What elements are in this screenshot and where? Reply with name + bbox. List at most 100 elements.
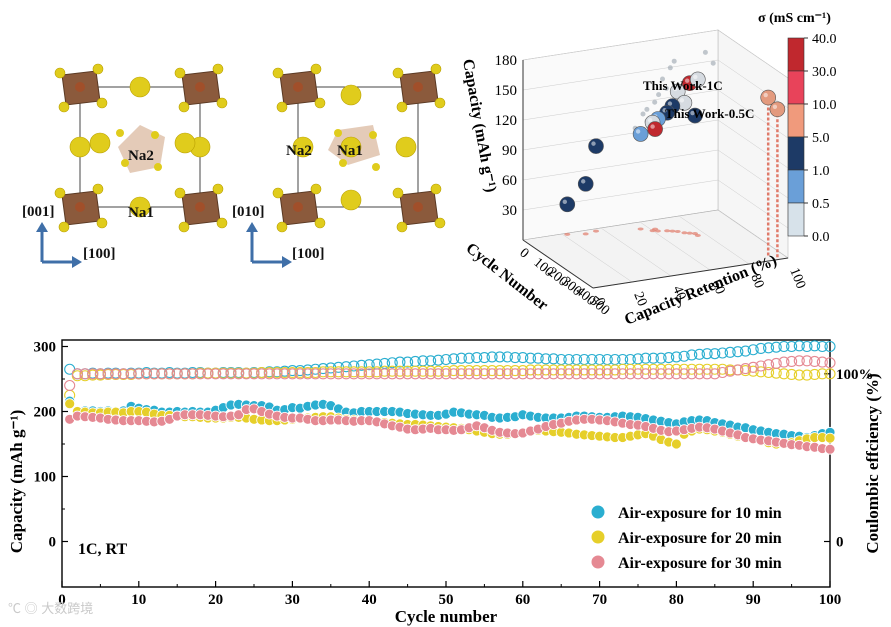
ce-point	[732, 364, 744, 376]
ce-point	[747, 344, 759, 356]
x-tick-label: 10	[131, 592, 146, 608]
metal-atom	[195, 82, 205, 92]
colorbar-title: σ (mS cm⁻¹)	[758, 11, 831, 26]
ce-point	[701, 368, 713, 380]
x-tick-label: 0	[516, 246, 531, 262]
ce-point	[555, 368, 567, 380]
ce-point	[786, 340, 798, 353]
y-axis-title: Capacity (mAh g⁻¹)	[7, 410, 26, 553]
z-tick-label: 60	[502, 173, 517, 189]
ce-point	[233, 368, 245, 380]
floor-projection	[674, 229, 681, 233]
ce-point	[471, 368, 483, 380]
point-highlight	[591, 141, 596, 146]
colorbar-segment	[787, 70, 805, 105]
oxygen-atom	[310, 63, 322, 75]
legend-marker	[590, 529, 606, 545]
ce-point	[517, 368, 529, 380]
ce-point	[363, 359, 375, 371]
point-highlight	[647, 117, 653, 123]
oxygen-atom	[151, 131, 159, 139]
ce-point	[670, 368, 682, 380]
x-tick-label: 0	[58, 592, 66, 608]
ce-point	[179, 368, 191, 380]
colorbar-tick-label: 0.0	[812, 230, 830, 245]
ce-point	[409, 368, 421, 380]
sodium-atom	[174, 132, 196, 154]
point-highlight	[581, 179, 586, 184]
point-highlight	[662, 108, 667, 113]
ce-point	[547, 368, 560, 380]
ce-point	[117, 368, 129, 380]
ce-point	[371, 368, 383, 380]
axis-horizontal-label-right: [100]	[292, 246, 325, 262]
y-tick-label: 0	[49, 535, 57, 551]
ce-point	[793, 340, 805, 352]
ce-point	[517, 364, 529, 377]
axis-vertical-label-left: [001]	[22, 204, 55, 220]
wall-projection	[671, 58, 677, 64]
sodium-atom	[340, 189, 362, 211]
oxygen-atom	[216, 217, 228, 229]
oxygen-atom	[372, 163, 380, 171]
ce-point	[663, 368, 675, 380]
oxygen-atom	[434, 217, 446, 229]
x-tick-label: 90	[746, 592, 761, 608]
ce-point	[524, 352, 537, 364]
ce-point	[440, 368, 452, 380]
ce-point	[471, 364, 483, 377]
floor-projection	[664, 229, 671, 233]
ce-point	[355, 368, 368, 380]
ce-point	[624, 368, 636, 380]
ce-point	[601, 368, 613, 380]
ce-point	[110, 368, 122, 380]
ce-point	[647, 352, 659, 364]
ce-point	[763, 366, 775, 379]
ce-point	[763, 359, 775, 371]
ce-point	[79, 368, 91, 380]
ce-point	[394, 365, 406, 377]
ce-point	[632, 368, 644, 380]
gridline	[600, 227, 672, 277]
capacity-point	[233, 409, 245, 421]
ce-point	[71, 368, 83, 380]
ce-point	[724, 346, 736, 358]
ce-point	[739, 345, 752, 357]
watermark-text: 大数跨境	[41, 601, 94, 616]
oxygen-atom	[96, 97, 108, 109]
ce-point	[724, 365, 736, 377]
ce-point	[102, 368, 114, 380]
oxygen-atom	[314, 97, 326, 109]
sodium-atom	[340, 136, 362, 158]
scatter-point	[769, 101, 786, 118]
ce-point	[87, 368, 99, 380]
ce-point	[670, 351, 682, 363]
ce-point	[494, 368, 506, 380]
legend-label: Air-exposure for 10 min	[618, 505, 782, 522]
capacity-point	[64, 398, 76, 410]
ce-point	[248, 368, 260, 380]
oxygen-atom	[54, 187, 66, 199]
ce-point	[348, 368, 360, 380]
floor-projection	[637, 227, 644, 231]
ce-point	[494, 351, 506, 363]
ce-point	[386, 357, 398, 369]
colorbar-tick-label: 30.0	[812, 65, 837, 80]
ce-point	[824, 340, 836, 353]
oxygen-atom	[92, 183, 104, 195]
ce-point	[755, 342, 767, 355]
ce-point	[640, 352, 652, 364]
colorbar-segment	[787, 37, 805, 72]
y-tick-label: 80	[747, 272, 766, 291]
ce-point	[770, 357, 782, 369]
ce-point	[640, 368, 652, 380]
na2-label-right: Na2	[286, 143, 312, 159]
floor-projection	[652, 227, 659, 231]
ce-point	[309, 368, 321, 380]
ce-point	[494, 364, 506, 377]
ce-point	[524, 368, 537, 380]
x-axis	[522, 239, 594, 289]
ce-point	[409, 365, 421, 377]
floor-projection	[686, 231, 693, 235]
sodium-atom	[129, 76, 151, 98]
